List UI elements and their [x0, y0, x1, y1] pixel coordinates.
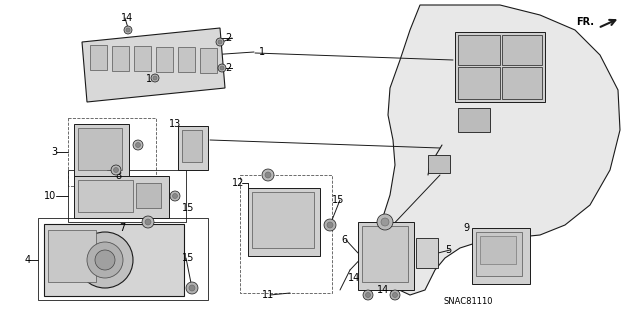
Text: 15: 15 — [332, 195, 344, 205]
Text: 14: 14 — [146, 74, 158, 84]
Text: 7: 7 — [119, 223, 125, 233]
Bar — [476, 232, 522, 276]
Bar — [90, 45, 107, 70]
Circle shape — [151, 74, 159, 82]
Bar — [136, 183, 161, 208]
Circle shape — [216, 38, 224, 46]
Text: FR.: FR. — [576, 17, 594, 27]
Bar — [74, 176, 169, 218]
Bar — [252, 192, 314, 248]
Bar — [78, 180, 133, 212]
Bar — [416, 238, 438, 268]
Circle shape — [262, 169, 274, 181]
Bar — [458, 35, 500, 65]
Bar — [358, 222, 414, 290]
Bar — [502, 35, 542, 65]
Bar — [248, 188, 320, 256]
Bar — [156, 47, 173, 71]
Circle shape — [363, 290, 373, 300]
Circle shape — [324, 219, 336, 231]
Bar — [362, 226, 408, 282]
Bar — [68, 118, 156, 186]
Bar — [200, 48, 217, 72]
Text: 15: 15 — [182, 203, 194, 213]
Bar — [38, 218, 208, 300]
Circle shape — [186, 282, 198, 294]
Text: 14: 14 — [121, 13, 133, 23]
Text: 15: 15 — [182, 253, 194, 263]
Circle shape — [327, 222, 333, 228]
Bar — [134, 46, 151, 71]
Bar — [178, 47, 195, 72]
Circle shape — [113, 167, 118, 173]
Circle shape — [142, 216, 154, 228]
Bar — [455, 32, 545, 102]
Circle shape — [170, 191, 180, 201]
Text: 2: 2 — [225, 33, 231, 43]
Polygon shape — [380, 5, 620, 295]
Bar — [178, 126, 208, 170]
Text: 10: 10 — [44, 191, 56, 201]
Circle shape — [189, 285, 195, 291]
Circle shape — [377, 214, 393, 230]
Bar — [48, 230, 96, 282]
Bar — [472, 228, 530, 284]
Circle shape — [95, 250, 115, 270]
Bar — [458, 67, 500, 99]
Bar — [480, 236, 516, 264]
Circle shape — [392, 293, 397, 298]
Circle shape — [218, 40, 222, 44]
Bar — [502, 67, 542, 99]
Text: 12: 12 — [232, 178, 244, 188]
Circle shape — [365, 293, 371, 298]
Text: 13: 13 — [169, 119, 181, 129]
Circle shape — [77, 232, 133, 288]
Text: 14: 14 — [348, 273, 360, 283]
Text: 1: 1 — [259, 47, 265, 57]
Bar — [44, 224, 184, 296]
Circle shape — [126, 28, 130, 32]
Circle shape — [136, 143, 141, 147]
Text: 11: 11 — [262, 290, 274, 300]
Bar — [68, 170, 186, 222]
Text: 4: 4 — [25, 255, 31, 265]
Circle shape — [145, 219, 151, 225]
Bar — [78, 128, 122, 170]
Circle shape — [153, 76, 157, 80]
Bar — [112, 46, 129, 70]
Bar — [240, 175, 332, 293]
Text: 9: 9 — [463, 223, 469, 233]
Circle shape — [124, 26, 132, 34]
Text: SNAC81110: SNAC81110 — [444, 298, 493, 307]
Circle shape — [220, 66, 224, 70]
Text: 3: 3 — [51, 147, 57, 157]
Circle shape — [381, 218, 389, 226]
Text: 14: 14 — [377, 285, 389, 295]
Polygon shape — [82, 28, 225, 102]
Circle shape — [265, 172, 271, 178]
Circle shape — [111, 165, 121, 175]
Text: 8: 8 — [115, 171, 121, 181]
Circle shape — [390, 290, 400, 300]
Text: 6: 6 — [341, 235, 347, 245]
Bar — [458, 108, 490, 132]
Bar — [182, 130, 202, 162]
Text: 2: 2 — [225, 63, 231, 73]
Circle shape — [133, 140, 143, 150]
Circle shape — [87, 242, 123, 278]
Circle shape — [218, 64, 226, 72]
Bar — [74, 124, 129, 179]
Text: 5: 5 — [445, 245, 451, 255]
Bar — [428, 155, 450, 173]
Circle shape — [173, 194, 177, 198]
Text: 12: 12 — [106, 163, 118, 173]
